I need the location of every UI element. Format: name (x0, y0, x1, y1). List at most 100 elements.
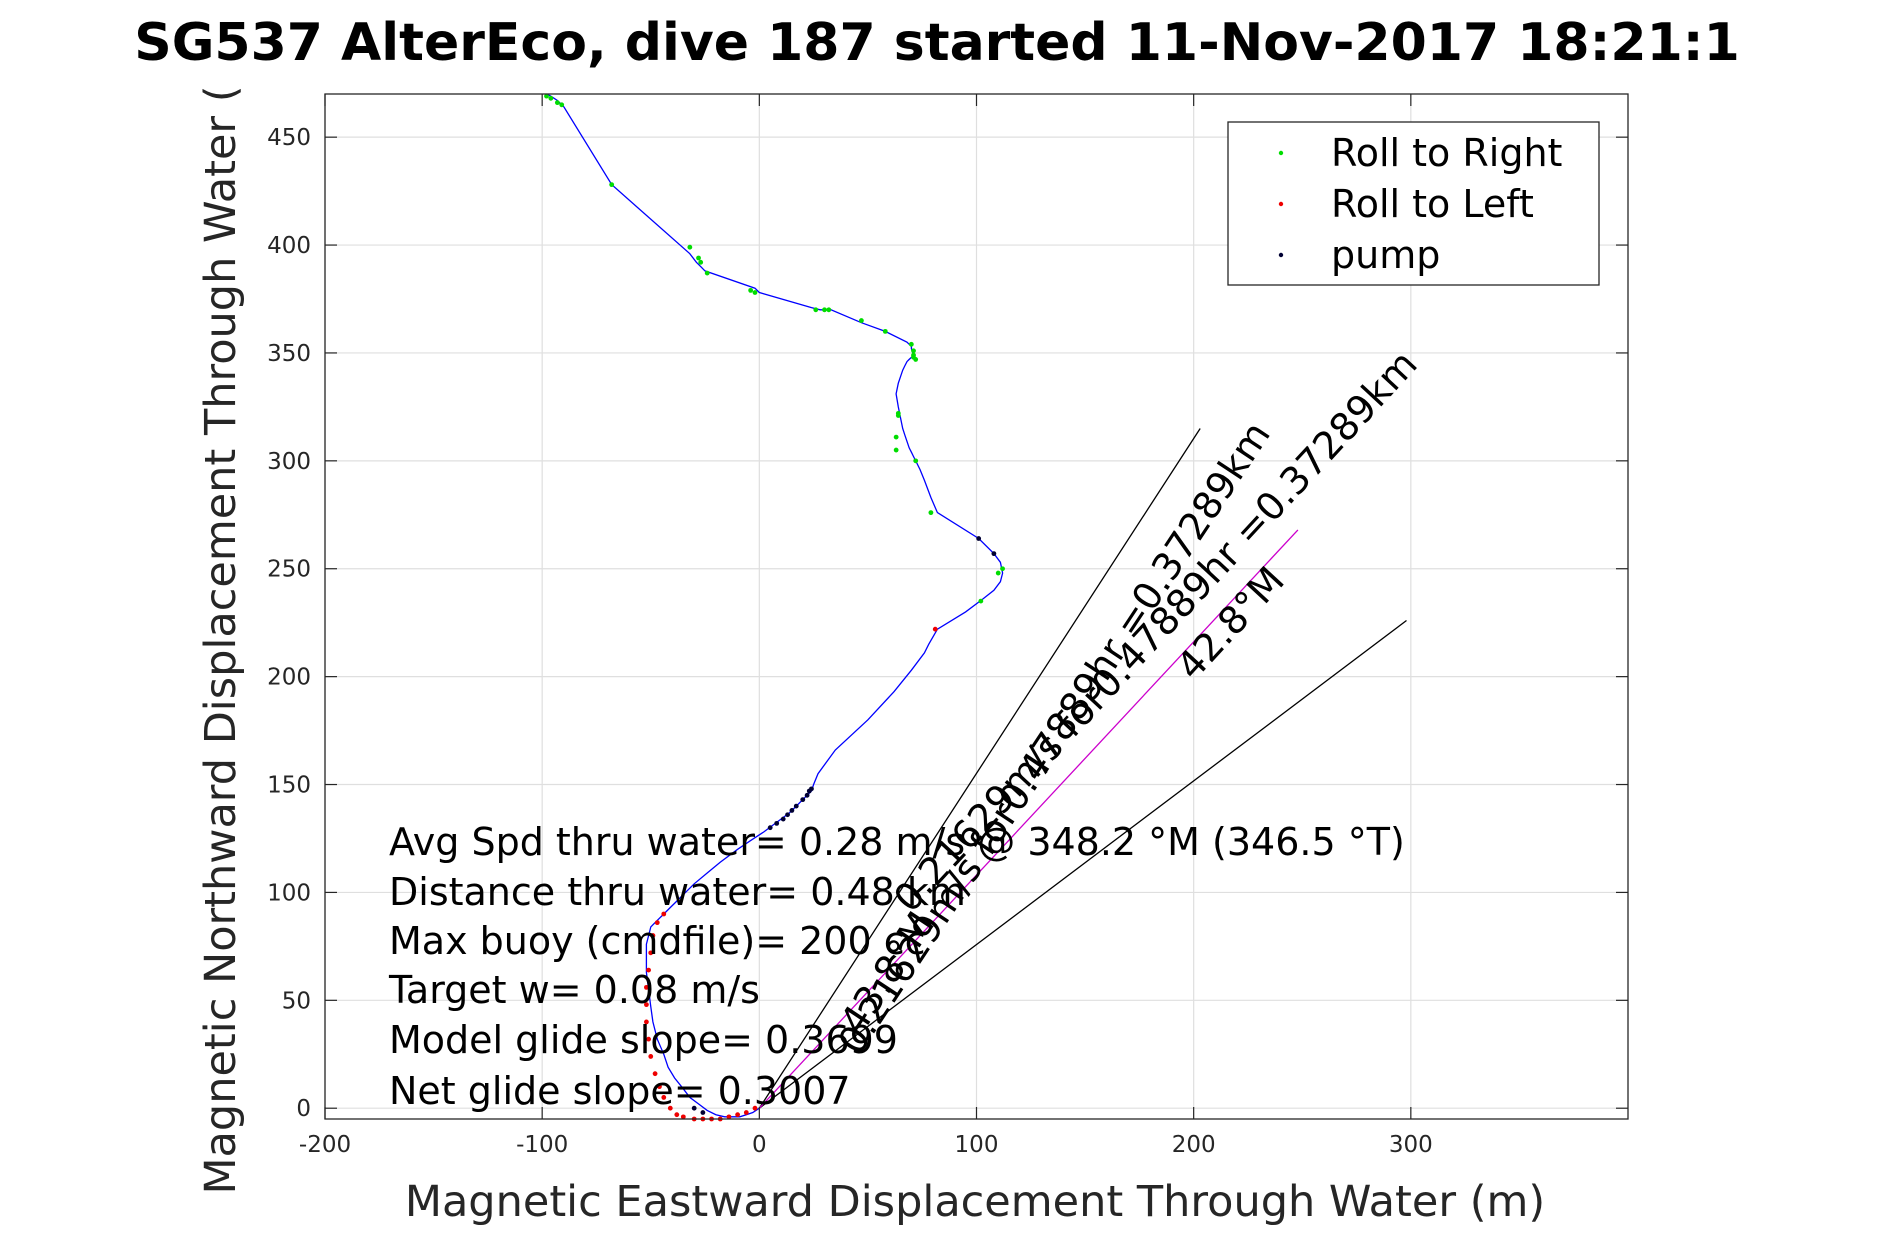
roll-right-point (609, 182, 615, 188)
roll-right-point (978, 598, 984, 604)
pump-point (774, 820, 780, 826)
roll-right-point (696, 255, 701, 261)
roll-right-point (752, 290, 758, 295)
roll-right-point (1000, 566, 1005, 572)
roll-left-point (648, 950, 654, 956)
x-axis-label: Magnetic Eastward Displacement Through W… (405, 1177, 1545, 1227)
roll-left-point (646, 1036, 651, 1042)
y-tick-label: 50 (282, 988, 311, 1014)
cone-line (758, 428, 1201, 1109)
pump-point (809, 786, 814, 792)
y-tick-label: 0 (296, 1096, 311, 1122)
roll-left-point (726, 1114, 732, 1120)
roll-left-point (661, 1095, 667, 1100)
x-tick-label: 0 (752, 1132, 767, 1158)
roll-right-point (698, 259, 704, 265)
roll-left-point (667, 1105, 673, 1111)
legend: Roll to Right Roll to Left pump (1227, 121, 1600, 286)
annotation-avg-speed: Avg Spd thru water= 0.28 m/s @ 348.2 °M … (389, 820, 1405, 864)
roll-right-point (544, 93, 549, 99)
roll-left-point (654, 920, 660, 926)
roll-right-point (893, 447, 899, 453)
roll-right-point (913, 357, 919, 362)
roll-right-point (687, 244, 693, 250)
y-tick-label: 400 (267, 233, 311, 259)
annotation-net-glide: Net glide slope= 0.3007 (389, 1069, 851, 1113)
roll-right-point (704, 270, 710, 276)
roll-right-point (882, 328, 888, 334)
annotation-target-w: Target w= 0.08 m/s (388, 968, 760, 1012)
roll-left-point (743, 1110, 749, 1115)
pump-point (767, 825, 773, 831)
legend-label-roll-right: Roll to Right (1331, 131, 1562, 175)
legend-marker-roll-right (1278, 150, 1284, 156)
roll-left-point (652, 1071, 658, 1077)
roll-right-point (995, 570, 1001, 576)
pump-point (785, 812, 790, 818)
cone-lines (758, 428, 1407, 1109)
roll-right-point (822, 307, 827, 313)
y-tick-label: 350 (267, 341, 311, 367)
annotation-distance: Distance thru water= 0.48 km (389, 870, 966, 914)
chart-title: SG537 AlterEco, dive 187 started 11-Nov-… (134, 13, 1740, 73)
marker-points (544, 93, 1005, 1122)
roll-right-point (911, 348, 916, 354)
roll-left-point (735, 1112, 741, 1118)
legend-marker-roll-left (1278, 201, 1284, 207)
roll-left-point (661, 911, 667, 917)
pump-point (700, 1110, 706, 1115)
current-vector (758, 529, 1299, 1109)
roll-right-point (908, 341, 914, 347)
pump-point (793, 803, 799, 809)
x-tick-label: -100 (516, 1132, 568, 1158)
roll-right-point (913, 458, 919, 464)
y-tick-label: 450 (267, 125, 311, 151)
legend-label-pump: pump (1331, 233, 1440, 277)
cone-line (758, 620, 1407, 1109)
y-tick-label: 100 (267, 880, 311, 906)
roll-left-point (644, 1019, 649, 1025)
roll-right-point (813, 307, 819, 313)
roll-right-point (826, 307, 832, 313)
roll-left-point (648, 1054, 654, 1059)
roll-left-point (680, 1114, 686, 1120)
x-tick-label: 100 (955, 1132, 999, 1158)
annotation-max-buoy: Max buoy (cmdfile)= 200 cc (389, 919, 926, 963)
current-vector-line (758, 529, 1299, 1109)
roll-left-point (752, 1105, 758, 1111)
stats-annotations: Avg Spd thru water= 0.28 m/s @ 348.2 °M … (388, 820, 1405, 1113)
roll-left-point (646, 967, 651, 973)
pump-point (804, 792, 810, 798)
x-tick-label: -200 (299, 1132, 351, 1158)
roll-left-point (657, 1084, 662, 1090)
legend-label-roll-left: Roll to Left (1331, 182, 1534, 226)
legend-marker-pump (1278, 252, 1284, 258)
roll-left-point (644, 984, 649, 990)
axis-ticks: -200 -100 0 100 200 300 0 50 100 150 200 250 300 350 4… (267, 94, 1628, 1158)
legend-box (1227, 121, 1600, 286)
x-tick-label: 200 (1172, 1132, 1216, 1158)
roll-left-point (674, 1112, 680, 1118)
y-tick-label: 150 (267, 773, 311, 799)
roll-right-point (893, 434, 899, 440)
roll-right-point (559, 102, 565, 108)
roll-right-point (895, 413, 901, 418)
y-tick-label: 250 (267, 557, 311, 583)
roll-right-point (548, 95, 554, 101)
roll-left-point (650, 933, 656, 938)
roll-left-point (644, 1002, 649, 1008)
pump-point (691, 1105, 697, 1111)
roll-right-point (748, 287, 754, 293)
roll-right-point (928, 510, 934, 516)
pump-point (780, 816, 786, 822)
annotation-model-glide: Model glide slope= 0.3699 (389, 1018, 898, 1062)
roll-left-point (932, 626, 938, 632)
glider-track (546, 93, 1004, 1118)
track-line (546, 93, 1004, 1118)
pump-point (789, 808, 795, 813)
pump-point (800, 797, 806, 803)
y-axis-label: Magnetic Northward Displacement Through … (196, 85, 246, 1194)
cone-label: 0.21629m/s for0.47889hr =0.37289km 43.8°… (829, 414, 1279, 1062)
pump-point (991, 551, 997, 557)
